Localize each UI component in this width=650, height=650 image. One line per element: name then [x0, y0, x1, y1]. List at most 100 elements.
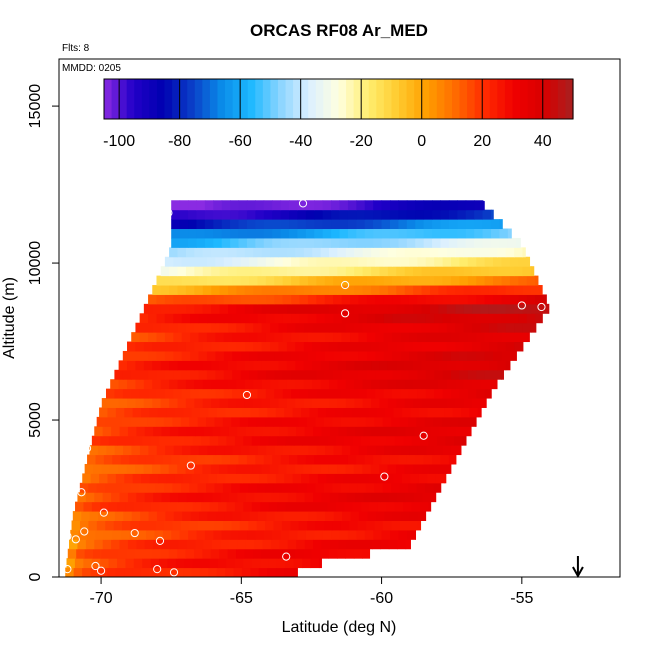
- heatmap-cell: [140, 567, 150, 577]
- heatmap-cell: [406, 529, 416, 540]
- heatmap-cell: [151, 463, 161, 474]
- heatmap-cell: [160, 398, 170, 408]
- heatmap-cell: [250, 407, 260, 418]
- heatmap-cell: [188, 454, 197, 465]
- heatmap-cell: [228, 426, 238, 437]
- heatmap-cell: [285, 501, 295, 512]
- heatmap-cell: [405, 426, 415, 437]
- heatmap-cell: [362, 247, 372, 258]
- heatmap-cell: [381, 454, 391, 465]
- heatmap-cell: [278, 398, 288, 408]
- heatmap-cell: [429, 266, 439, 277]
- heatmap-cell: [314, 228, 324, 239]
- colorbar-segment: [406, 79, 415, 119]
- heatmap-cell: [222, 416, 232, 427]
- heatmap-cell: [156, 350, 166, 361]
- heatmap-cell: [322, 529, 332, 540]
- heatmap-cell: [453, 435, 463, 446]
- heatmap-cell: [472, 247, 481, 258]
- heatmap-cell: [247, 529, 256, 540]
- heatmap-cell: [239, 416, 249, 427]
- heatmap-cell: [339, 237, 349, 248]
- heatmap-cell: [195, 492, 205, 503]
- heatmap-cell: [179, 454, 189, 465]
- plot-frame: [58, 58, 621, 578]
- heatmap-cell: [475, 416, 477, 427]
- heatmap-cell: [163, 482, 173, 493]
- heatmap-cell: [514, 247, 524, 258]
- heatmap-cell: [83, 501, 93, 512]
- heatmap-cell: [379, 463, 389, 474]
- heatmap-cell: [337, 303, 347, 314]
- heatmap-cell: [320, 285, 330, 295]
- heatmap-cell: [102, 492, 112, 503]
- heatmap-cell: [414, 426, 423, 437]
- heatmap-cell: [397, 539, 407, 550]
- heatmap-cell: [446, 379, 456, 390]
- heatmap-cell: [408, 416, 417, 427]
- heatmap-cell: [448, 237, 458, 248]
- heatmap-cell: [394, 435, 404, 446]
- heatmap-cell: [400, 445, 410, 456]
- heatmap-cell: [325, 445, 334, 456]
- heatmap-cell: [255, 237, 265, 248]
- heatmap-cell: [192, 501, 202, 512]
- heatmap-cell: [480, 303, 490, 314]
- heatmap-cell: [350, 256, 359, 267]
- heatmap-cell: [206, 388, 216, 399]
- heatmap-cell: [297, 209, 307, 220]
- heatmap-cell: [258, 473, 268, 484]
- heatmap-cell: [392, 332, 402, 343]
- heatmap-cell: [121, 416, 131, 427]
- colorbar-segment: [535, 79, 544, 119]
- heatmap-cell: [284, 473, 294, 484]
- colorbar-segment: [134, 79, 143, 119]
- heatmap-cell: [119, 426, 129, 437]
- heatmap-cell: [467, 256, 477, 267]
- heatmap-cell: [185, 398, 195, 408]
- heatmap-cell: [298, 416, 308, 427]
- heatmap-cell: [421, 463, 431, 474]
- heatmap-cell: [194, 360, 204, 371]
- heatmap-cell: [375, 313, 385, 324]
- flight-marker: [169, 568, 179, 577]
- heatmap-cell: [304, 426, 314, 437]
- colorbar-tick-label: 0: [417, 133, 426, 150]
- heatmap-cell: [159, 501, 169, 512]
- heatmap-cell: [195, 426, 205, 437]
- heatmap-cell: [232, 256, 242, 267]
- heatmap-cell: [375, 350, 385, 361]
- heatmap-cell: [208, 567, 218, 577]
- heatmap-cell: [526, 275, 536, 286]
- heatmap-cell: [88, 482, 98, 493]
- heatmap-cell: [106, 511, 116, 521]
- heatmap-cell: [202, 322, 212, 333]
- heatmap-cell: [493, 369, 502, 380]
- heatmap-cell: [270, 247, 279, 258]
- heatmap-cell: [404, 303, 414, 314]
- heatmap-cell: [375, 332, 385, 343]
- heatmap-cell: [257, 294, 267, 305]
- heatmap-cell: [434, 350, 444, 361]
- heatmap-cell: [261, 247, 271, 258]
- heatmap-cell: [295, 285, 305, 295]
- heatmap-cell: [322, 237, 332, 248]
- heatmap-cell: [139, 388, 149, 399]
- heatmap-cell: [482, 228, 492, 239]
- heatmap-cell: [436, 435, 446, 446]
- colorbar-tick-label: 40: [534, 133, 552, 150]
- heatmap-cell: [221, 228, 231, 239]
- heatmap-cell: [303, 266, 313, 277]
- heatmap-cell: [118, 463, 128, 474]
- heatmap-cell: [113, 416, 123, 427]
- heatmap-cell: [339, 219, 349, 230]
- heatmap-cell: [433, 482, 442, 493]
- heatmap-cell: [396, 360, 406, 371]
- heatmap-cell: [173, 388, 183, 399]
- heatmap-cell: [84, 548, 94, 559]
- heatmap-cell: [225, 473, 235, 484]
- heatmap-cell: [459, 445, 462, 456]
- heatmap-cell: [421, 303, 431, 314]
- heatmap-cell: [501, 369, 504, 380]
